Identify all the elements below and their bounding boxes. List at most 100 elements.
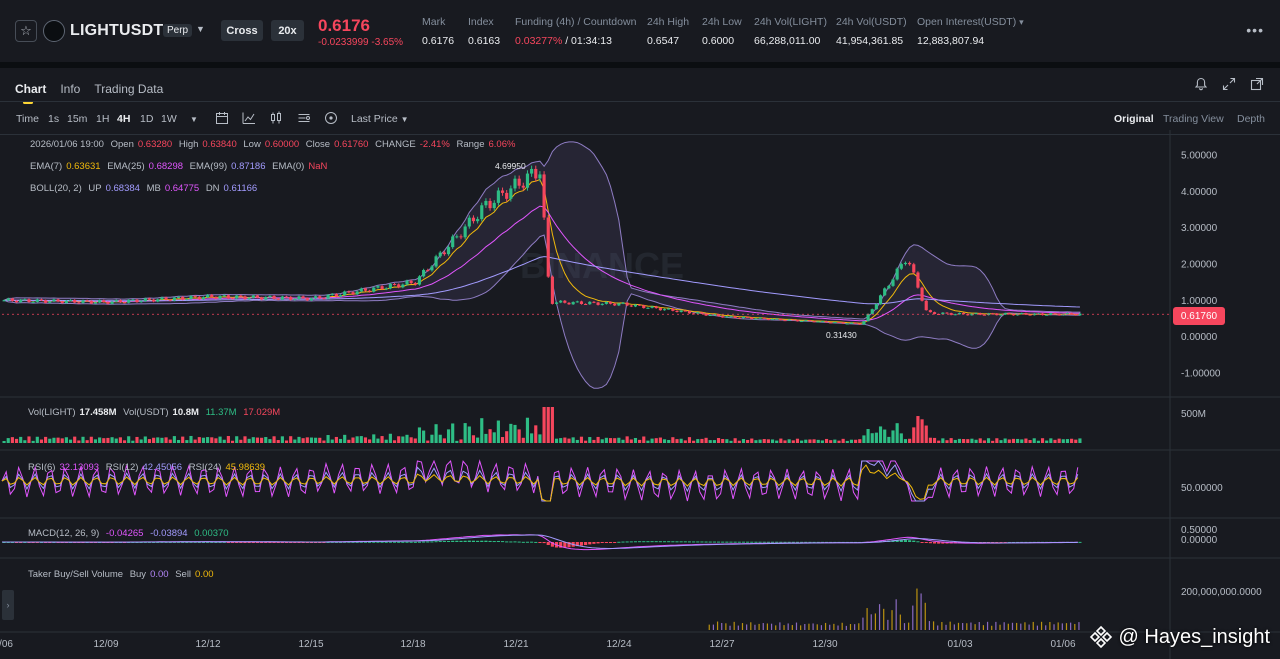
taker-bar xyxy=(712,624,715,630)
macd-hist-bar xyxy=(426,541,430,543)
volume-bar xyxy=(708,440,712,443)
taker-bar xyxy=(949,621,951,630)
taker-bar xyxy=(1011,622,1014,630)
stat-value: 0.6163 xyxy=(468,35,501,47)
expand-icon[interactable] xyxy=(1222,77,1236,91)
volume-bar xyxy=(297,436,301,443)
candle-body xyxy=(912,264,916,273)
layout-settings-icon[interactable] xyxy=(296,110,312,126)
view-depth[interactable]: Depth xyxy=(1237,113,1266,125)
interval-1d[interactable]: 1D xyxy=(140,113,154,125)
macd-hist-bar xyxy=(941,542,945,544)
interval-1w[interactable]: 1W xyxy=(161,113,177,125)
rsi24-value: 45.98639 xyxy=(225,462,266,473)
candle-body xyxy=(484,200,488,206)
taker-bar xyxy=(804,624,806,630)
volume-bar xyxy=(932,437,937,443)
favorite-star-icon[interactable]: ☆ xyxy=(15,20,37,42)
macd-legend[interactable]: MACD(12, 26, 9) -0.04265 -0.03894 0.0037… xyxy=(28,528,233,539)
stat-label: 24h Vol(USDT) xyxy=(836,16,907,28)
macd-hist-bar xyxy=(476,540,480,542)
tab-trading-data[interactable]: Trading Data xyxy=(94,82,164,96)
macd-hist-bar xyxy=(542,542,546,544)
macd-hist-bar xyxy=(363,541,368,543)
boll-legend[interactable]: BOLL(20, 2) UP 0.68384 MB 0.64775 DN 0.6116… xyxy=(30,183,261,194)
tab-info[interactable]: Info xyxy=(60,82,81,96)
chart-area[interactable]: BINANCE 5.000004.000003.000002.000001.00… xyxy=(0,130,1280,659)
ema-legend[interactable]: EMA(7) 0.63631 EMA(25) 0.68298 EMA(99) 0.87… xyxy=(30,161,331,172)
candle-body xyxy=(949,313,953,315)
macd-hist-bar xyxy=(451,540,455,542)
candle-body xyxy=(895,268,899,280)
macd-hist-bar xyxy=(795,541,800,543)
macd-hist-bar xyxy=(276,542,280,543)
low-price-marker: 0.31430 xyxy=(826,330,857,340)
macd-hist-bar xyxy=(193,541,197,543)
volume-bar xyxy=(779,438,783,443)
more-options-icon[interactable]: ••• xyxy=(1246,22,1264,38)
view-trading-view[interactable]: Trading View xyxy=(1163,113,1224,125)
symbol-dropdown-icon[interactable]: ▼ xyxy=(196,24,205,34)
margin-mode-button[interactable]: Cross xyxy=(221,20,263,41)
candle-style-icon[interactable] xyxy=(268,110,284,126)
macd-hist-bar xyxy=(243,542,247,543)
price-type-select[interactable]: Last Price ▼ xyxy=(351,113,409,125)
interval-1h[interactable]: 1H xyxy=(96,113,110,125)
taker-sell-value: 0.00 xyxy=(195,569,214,580)
volume-bar xyxy=(833,439,837,443)
macd-hist-bar xyxy=(538,542,542,543)
candle-body xyxy=(405,280,409,285)
taker-bar xyxy=(908,622,910,630)
volume-bar xyxy=(924,425,928,443)
taker-bar xyxy=(1028,624,1030,630)
leverage-button[interactable]: 20x xyxy=(271,20,304,41)
candle-body xyxy=(1061,314,1065,316)
candle-body xyxy=(492,202,496,209)
volume-bar xyxy=(567,438,571,443)
candle-body xyxy=(870,309,874,314)
taker-legend[interactable]: Taker Buy/Sell Volume Buy 0.00 Sell 0.00 xyxy=(28,569,218,580)
candle-body xyxy=(849,322,854,324)
volume-bar xyxy=(81,436,85,443)
chevron-down-icon[interactable]: ▾ xyxy=(1019,17,1024,27)
taker-bar xyxy=(1016,622,1018,630)
macd-hist-bar xyxy=(588,542,592,545)
candle-body xyxy=(152,299,156,302)
candle-body xyxy=(496,190,500,203)
candle-body xyxy=(833,322,837,324)
candle-body xyxy=(854,322,858,324)
time-label[interactable]: Time xyxy=(16,113,39,125)
taker-bar xyxy=(999,624,1001,630)
bell-icon[interactable] xyxy=(1194,77,1208,91)
vol-legend[interactable]: Vol(LIGHT) 17.458M Vol(USDT) 10.8M 11.37M … xyxy=(28,407,284,418)
candle-body xyxy=(114,300,118,302)
interval-15m[interactable]: 15m xyxy=(67,113,88,125)
interval-dropdown-icon[interactable]: ▼ xyxy=(190,115,198,124)
volume-bar xyxy=(629,439,633,443)
kline-chart-svg[interactable]: BINANCE 5.000004.000003.000002.000001.00… xyxy=(0,130,1280,659)
chevron-right-icon[interactable]: › xyxy=(2,590,14,620)
candle-body xyxy=(750,317,754,320)
stat-label[interactable]: Index xyxy=(468,16,494,28)
popout-icon[interactable] xyxy=(1250,77,1264,91)
view-original[interactable]: Original xyxy=(1114,113,1154,125)
candle-body xyxy=(654,306,658,309)
tab-chart[interactable]: Chart xyxy=(15,82,47,104)
taker-label: Taker Buy/Sell Volume xyxy=(28,569,124,580)
symbol-name[interactable]: LIGHTUSDT xyxy=(70,22,164,39)
stat-label[interactable]: Open Interest(USDT) ▾ xyxy=(917,16,1024,28)
rsi-legend[interactable]: RSI(6) 32.13093 RSI(12) 42.45056 RSI(24) 45… xyxy=(28,462,269,473)
macd-hist-bar xyxy=(613,542,617,543)
last-price-tag: 0.61760 xyxy=(1173,307,1225,325)
volume-bar xyxy=(617,437,621,443)
volume-bar xyxy=(446,429,451,443)
drawing-tools-icon[interactable] xyxy=(323,110,339,126)
candle-body xyxy=(309,298,314,301)
candle-body xyxy=(73,299,77,303)
interval-1s[interactable]: 1s xyxy=(48,113,60,125)
candle-body xyxy=(131,299,135,301)
indicator-icon[interactable] xyxy=(241,110,257,126)
volume-bar xyxy=(135,436,139,443)
interval-4h[interactable]: 4H xyxy=(117,113,131,125)
calendar-icon[interactable] xyxy=(214,110,230,126)
